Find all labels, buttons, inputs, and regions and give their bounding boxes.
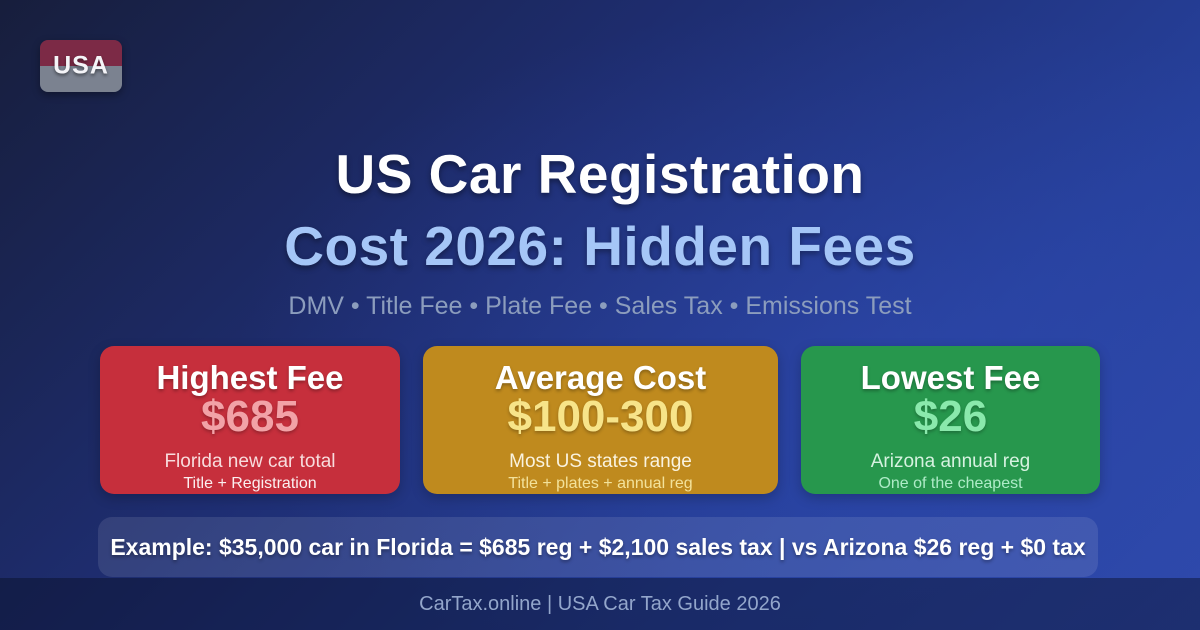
card-amount: $26	[913, 391, 988, 441]
card-amount: $100-300	[507, 391, 694, 441]
usa-flag-badge: USA	[40, 40, 122, 92]
card-title: Highest Fee	[156, 359, 344, 396]
stat-card-average-cost: Average Cost $100-300 Most US states ran…	[423, 346, 778, 494]
usa-badge-label: USA	[53, 51, 109, 80]
card-desc-primary: Arizona annual reg	[870, 451, 1031, 473]
card-amount: $685	[201, 391, 299, 441]
card-desc-secondary: One of the cheapest	[878, 475, 1023, 493]
flag-red-stripe	[40, 40, 122, 66]
page-subtitle: Cost 2026: Hidden Fees	[284, 215, 916, 277]
card-desc-secondary: Title + plates + annual reg	[508, 475, 693, 493]
stat-card-lowest-fee: Lowest Fee $26 Arizona annual reg One of…	[801, 346, 1100, 494]
example-text: Example: $35,000 car in Florida = $685 r…	[110, 534, 1086, 560]
flag-gray-stripe	[40, 66, 122, 92]
tagline: DMV • Title Fee • Plate Fee • Sales Tax …	[288, 292, 912, 320]
footer-bar: CarTax.online | USA Car Tax Guide 2026	[0, 578, 1200, 630]
card-title: Average Cost	[494, 359, 707, 396]
card-desc-primary: Florida new car total	[164, 451, 336, 473]
stat-card-highest-fee: Highest Fee $685 Florida new car total T…	[100, 346, 400, 494]
footer-text: CarTax.online | USA Car Tax Guide 2026	[419, 593, 781, 615]
stat-cards-row: Highest Fee $685 Florida new car total T…	[100, 346, 1100, 494]
card-desc-primary: Most US states range	[509, 451, 692, 473]
example-bar: Example: $35,000 car in Florida = $685 r…	[98, 517, 1098, 577]
card-desc-secondary: Title + Registration	[183, 475, 317, 493]
card-title: Lowest Fee	[860, 359, 1041, 396]
page-title: US Car Registration	[335, 143, 865, 205]
